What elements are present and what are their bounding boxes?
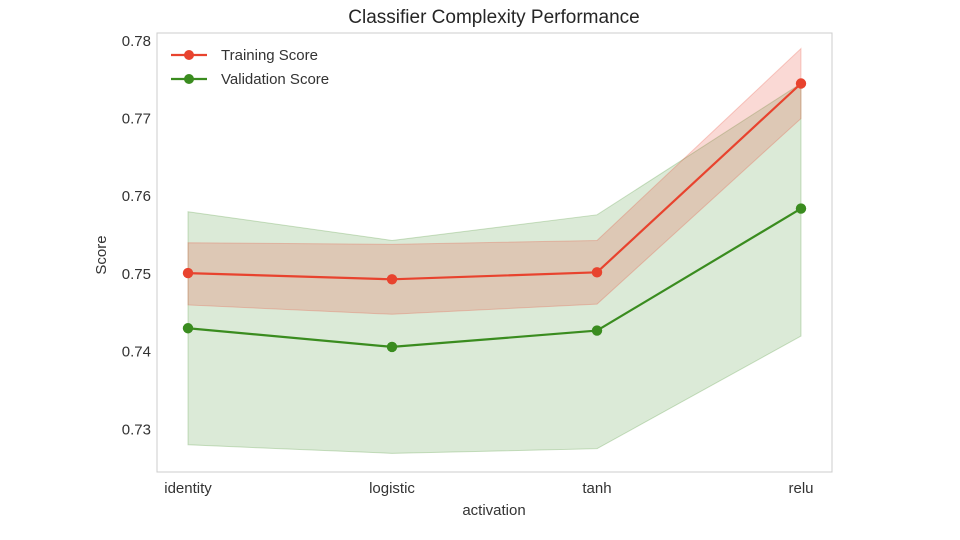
x-tick-label-relu: relu [788, 480, 813, 497]
legend-label-validation: Validation Score [221, 71, 329, 88]
series-lines [187, 82, 802, 349]
point-training-relu [795, 78, 807, 89]
line-validation [187, 207, 802, 349]
point-validation-identity [182, 323, 194, 334]
y-axis-label: Score [93, 235, 110, 274]
point-training-identity [182, 267, 194, 279]
legend-marker-training [184, 50, 194, 60]
y-tick-label: 0.78 [122, 33, 151, 50]
x-axis-ticks: identity logistic tanh relu [164, 480, 813, 497]
x-tick-label-tanh: tanh [582, 480, 611, 497]
confidence-bands [187, 47, 802, 454]
legend: Training Score Validation Score [171, 47, 329, 88]
x-tick-label-logistic: logistic [369, 480, 415, 497]
y-tick-label: 0.74 [122, 344, 151, 361]
point-training-tanh [591, 267, 603, 278]
band-validation [187, 82, 802, 454]
y-tick-label: 0.73 [122, 421, 151, 438]
point-validation-relu [795, 203, 807, 214]
band-training [187, 47, 802, 315]
x-tick-label-identity: identity [164, 480, 212, 497]
point-training-logistic [386, 274, 398, 285]
legend-label-training: Training Score [221, 47, 318, 64]
line-training [187, 82, 802, 281]
series-points [182, 78, 807, 353]
y-tick-label: 0.77 [122, 110, 151, 127]
point-validation-logistic [386, 341, 398, 353]
y-axis-ticks: 0.73 0.74 0.75 0.76 0.77 0.78 [122, 33, 151, 438]
legend-marker-validation [184, 74, 194, 84]
chart-title: Classifier Complexity Performance [348, 7, 639, 28]
y-tick-label: 0.76 [122, 188, 151, 205]
x-axis-label: activation [462, 502, 525, 519]
point-validation-tanh [591, 325, 603, 336]
plot-area-frame [156, 32, 833, 473]
y-tick-label: 0.75 [122, 266, 151, 283]
